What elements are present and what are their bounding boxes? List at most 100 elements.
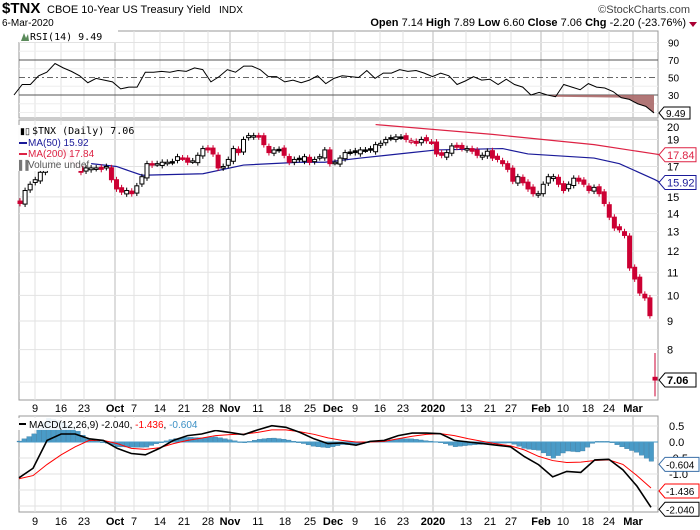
chart-date: 6-Mar-2020 <box>2 18 54 29</box>
candle-body <box>388 137 394 140</box>
x-axis-label: 14 <box>154 516 166 528</box>
x-axis-label: 27 <box>505 403 517 415</box>
candle-body <box>611 216 617 229</box>
price-tick-label: 20 <box>667 122 679 134</box>
rsi-icon <box>21 33 29 41</box>
down-arrow-icon <box>689 22 697 27</box>
candle-body <box>566 183 572 190</box>
candle-body <box>484 150 490 157</box>
macd-histogram-bar <box>271 437 277 443</box>
x-axis-label: 18 <box>582 403 594 415</box>
macd-histogram-bar <box>521 441 527 449</box>
candle-body <box>642 293 648 299</box>
candle-body <box>149 163 155 166</box>
candle-body <box>408 140 414 143</box>
candle-body <box>545 176 551 184</box>
macd-histogram-bar <box>203 437 208 443</box>
brand-link[interactable]: ©StockCharts.com <box>598 4 690 16</box>
price-tick-label: 14 <box>667 209 679 221</box>
ma200-legend-text: MA(200) 17.84 <box>28 149 95 160</box>
ma50-line <box>91 147 661 183</box>
macd-histogram-bar <box>139 441 145 448</box>
low-label: Low <box>478 17 500 29</box>
macd-tag <box>658 501 700 517</box>
x-axis-label: 9 <box>32 403 38 415</box>
candle-body <box>317 156 323 159</box>
price-tick-label: 8 <box>667 345 673 357</box>
signal-tag <box>658 483 700 499</box>
candle-body <box>32 179 38 183</box>
macd-histogram-bar <box>560 441 566 454</box>
x-axis-label: 18 <box>279 403 291 415</box>
panel-frame-rsi <box>18 30 659 119</box>
candle-body <box>550 176 556 180</box>
candle-body <box>17 200 23 204</box>
ma50-last-value: 15.92 <box>667 177 695 189</box>
candle-body <box>347 151 353 154</box>
macd-histogram-bar <box>629 441 635 451</box>
macd-legend: MACD(12,26,9) -2.040, -1.436, -0.604 <box>29 420 198 431</box>
candle-body <box>418 138 424 144</box>
candle-body <box>230 148 236 162</box>
low-value: 6.60 <box>503 17 524 29</box>
candle-body <box>220 165 226 169</box>
candle-body <box>495 155 501 160</box>
candle-body <box>403 135 409 140</box>
x-axis-label: 7 <box>131 516 137 528</box>
candle-body <box>423 137 429 142</box>
candle-body <box>413 140 419 144</box>
open-label: Open <box>370 17 398 29</box>
security-name: CBOE 10-Year US Treasury Yield <box>47 4 210 16</box>
close-last-value: 7.06 <box>667 375 688 387</box>
macd-histogram-bar <box>457 441 463 447</box>
price-tick-label: 10 <box>667 290 679 302</box>
candle-body <box>266 145 272 154</box>
candle-body <box>428 141 434 144</box>
macd-histogram-bar <box>452 441 458 447</box>
candle-body <box>93 167 99 170</box>
candle-body <box>571 177 577 186</box>
candle-icon: ▮▯ <box>20 126 30 136</box>
x-axis-label: 28 <box>202 516 214 528</box>
ohlc-summary: Open 7.14 High 7.89 Low 6.60 Close 7.06 … <box>370 17 686 29</box>
x-axis-label: 16 <box>55 516 67 528</box>
candle-body <box>555 176 561 185</box>
candle-body <box>561 183 567 192</box>
x-axis-label: Nov <box>220 516 242 528</box>
candle-body <box>616 226 622 231</box>
candle-body <box>246 135 252 139</box>
candle-body <box>129 190 135 195</box>
rsi-last-value-tag <box>658 106 691 120</box>
candle-body <box>322 149 328 159</box>
ma50-legend-text: MA(50) 15.92 <box>28 138 89 149</box>
candle-body <box>520 176 526 184</box>
x-axis-label: 2020 <box>421 516 445 528</box>
price-tick-label: 15 <box>667 192 679 204</box>
ma200-line <box>375 123 661 156</box>
candle-body <box>530 186 536 195</box>
candle-body <box>454 144 460 148</box>
signal-last-value: -1.436 <box>666 487 695 498</box>
macd-tick-label: -1.0 <box>669 469 688 481</box>
macd-tick-label: 0.0 <box>669 437 684 449</box>
candle-body <box>332 161 338 165</box>
macd-histogram-bar <box>144 441 150 448</box>
rsi-panel: 90 70 50 30 9.49 <box>13 39 691 120</box>
price-tick-label: 9 <box>667 316 673 328</box>
candle-body <box>98 166 104 170</box>
macd-histogram-bar <box>310 441 316 447</box>
x-axis-label: 18 <box>279 516 291 528</box>
macd-histogram-bar <box>531 441 537 450</box>
price-legend: ▮▯ $TNX (Daily) 7.06 MA(50) 15.92 MA(200… <box>18 125 134 171</box>
candle-body <box>276 148 282 152</box>
candle-body <box>286 156 292 163</box>
macd-tick-label: 0.5 <box>669 421 684 433</box>
volume-legend-text: Volume undef <box>28 160 89 171</box>
candle-body <box>271 149 277 154</box>
exchange: INDX <box>219 5 243 16</box>
close-tag <box>658 372 697 388</box>
x-axis-label: 25 <box>304 403 316 415</box>
symbol: $TNX <box>2 0 40 17</box>
candle-body <box>449 145 455 154</box>
candle-body <box>119 187 125 193</box>
